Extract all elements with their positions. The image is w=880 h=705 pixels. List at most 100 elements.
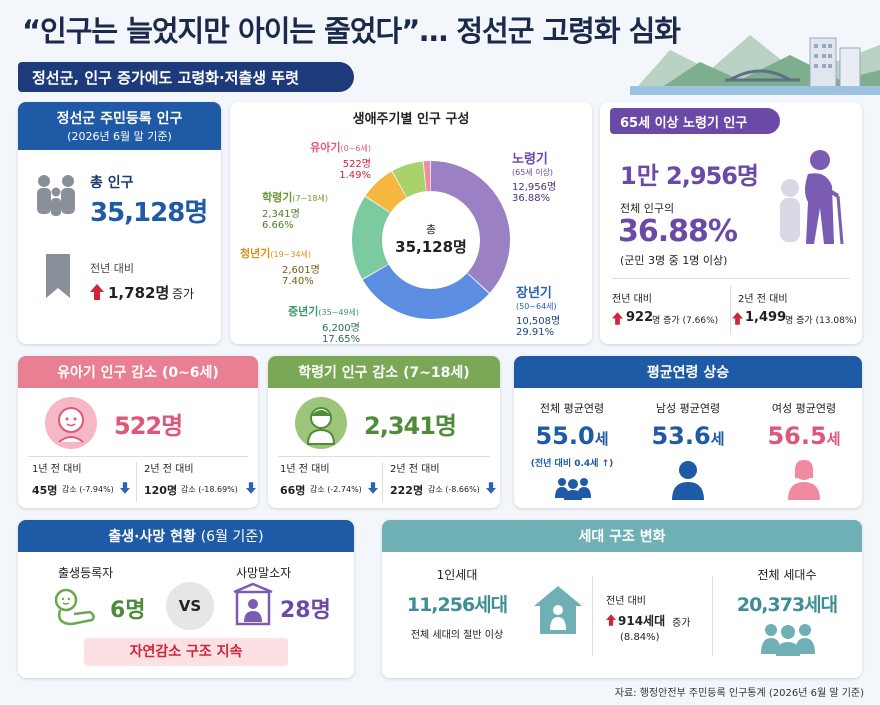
household-yoy-label: 전년 대비 <box>606 596 646 607</box>
elderly-card: 65세 이상 노령기 인구 1만 2,956명 전체 인구의 36.88% (군… <box>600 102 862 344</box>
male-age-label: 남성 평균연령 <box>655 402 721 415</box>
segment-label-mature: 장년기 (50~64세) 10,508명 29.91% <box>516 286 561 338</box>
household-yoy-pct: (8.84%) <box>620 632 660 643</box>
page-title: “인구는 늘었지만 아이는 줄었다”… 정선군 고령화 심화 <box>22 14 681 48</box>
source-note: 자료: 행정안전부 주민등록 인구통계 (2026년 6월 말 기준) <box>614 688 864 699</box>
donut-segment-2 <box>352 161 510 319</box>
child-icon <box>294 396 348 450</box>
elderly-count-1: 1만 <box>620 162 659 190</box>
elderly-two-year-label: 2년 전 대비 <box>738 294 788 305</box>
household-card: 세대 구조 변화 1인세대 11,256세대 전체 세대의 절반 이상 전년 대… <box>382 520 862 678</box>
population-title: 정선군 주민등록 인구 <box>56 111 183 127</box>
elderly-yoy-value: 922 <box>626 310 654 325</box>
household-yoy-value: 914세대 <box>618 614 666 628</box>
school-card: 학령기 인구 감소 (7~18세) 2,341명 1년 전 대비 66명 감소 … <box>268 356 500 508</box>
arrow-up-icon <box>606 614 616 626</box>
infant-c2-value: 120명 <box>144 484 178 497</box>
school-c1-label: 1년 전 대비 <box>280 464 330 475</box>
school-c2-label: 2년 전 대비 <box>390 464 440 475</box>
female-age-value: 56.5세 <box>767 422 841 450</box>
birth-death-header: 출생·사망 현황 (6월 기준) <box>18 520 354 552</box>
school-c1-value: 66명 <box>280 484 306 497</box>
death-value: 28명 <box>280 598 331 623</box>
arrow-down-icon <box>486 482 496 494</box>
vs-badge: VS <box>166 582 214 630</box>
overall-age-label: 전체 평균연령 <box>539 402 605 415</box>
group-icon <box>554 474 592 500</box>
segment-label-youth: 청년기(19~34세) 2,601명 7.40% <box>240 247 320 287</box>
female-icon <box>786 460 822 500</box>
elderly-share-note: (군민 3명 중 1명 이상) <box>620 254 728 267</box>
page-subtitle: 정선군, 인구 증가에도 고령화·저출생 뚜렷 <box>18 62 354 92</box>
elderly-yoy-suffix: 명 증가 (7.66%) <box>652 316 719 326</box>
arrow-up-icon <box>612 312 623 325</box>
infant-value: 522명 <box>114 412 183 440</box>
total-household-label: 전체 세대수 <box>757 568 817 582</box>
infant-c2-label: 2년 전 대비 <box>144 464 194 475</box>
elderly-person-icon <box>768 146 852 246</box>
baby-icon <box>44 396 98 450</box>
household-yoy-suffix: 증가 <box>672 618 691 629</box>
family-group-icon <box>760 620 816 656</box>
arrow-down-icon <box>368 482 378 494</box>
single-household-label: 1인세대 <box>436 568 478 582</box>
birth-value: 6명 <box>110 598 146 623</box>
segment-label-elderly: 노령기 (65세 이상) 12,956명 36.88% <box>512 152 557 204</box>
natural-decrease-banner: 자연감소 구조 지속 <box>84 638 288 666</box>
age-card-header: 평균연령 상승 <box>514 356 862 388</box>
birth-death-card: 출생·사망 현황 (6월 기준) 출생등록자 6명 VS 사망말소자 28명 자… <box>18 520 354 678</box>
population-card: 정선군 주민등록 인구 (2026년 6월 말 기준) 총 인구 35,128명… <box>18 102 221 344</box>
segment-label-school: 학령기(7~18세) 2,341명 6.66% <box>262 191 328 231</box>
population-card-header: 정선군 주민등록 인구 <box>18 102 221 150</box>
school-c2-suffix: 감소 (-8.66%) <box>428 485 480 494</box>
infant-c2-suffix: 감소 (-18.69%) <box>181 485 238 494</box>
total-household-value: 20,373세대 <box>736 594 838 616</box>
male-age-value: 53.6세 <box>651 422 725 450</box>
male-icon <box>670 460 706 500</box>
infant-c1-label: 1년 전 대비 <box>32 464 82 475</box>
segment-label-middle: 중년기(35~49세) 6,200명 17.65% <box>288 305 361 345</box>
elderly-two-year-value: 1,499 <box>745 310 787 325</box>
newborn-icon <box>52 586 98 626</box>
arrow-up-icon <box>732 312 743 325</box>
school-card-header: 학령기 인구 감소 (7~18세) <box>268 356 500 388</box>
donut-segment-1 <box>352 161 510 319</box>
single-household-value: 11,256세대 <box>406 594 508 616</box>
donut-center-value: 35,128명 <box>395 238 467 256</box>
elderly-two-year-suffix: 명 증가 (13.08%) <box>785 316 857 326</box>
single-household-note: 전체 세대의 절반 이상 <box>410 630 504 641</box>
elderly-share-label: 전체 인구의 <box>620 202 675 215</box>
infant-c1-value: 45명 <box>32 484 58 497</box>
population-yoy-value: 1,782명 <box>108 284 170 302</box>
lifecycle-donut-chart <box>352 161 510 319</box>
population-yoy-suffix: 증가 <box>172 287 195 301</box>
school-c1-suffix: 감소 (-2.74%) <box>310 485 362 494</box>
population-basis: (2026년 6월 말 기준) <box>67 130 172 143</box>
arrow-down-icon <box>246 482 256 494</box>
elderly-title: 65세 이상 노령기 인구 <box>610 108 780 134</box>
total-value: 35,128명 <box>90 198 208 228</box>
elderly-count-2: 2,956명 <box>666 162 759 190</box>
segment-label-infant: 유아기(0~6세) 522명 1.49% <box>310 141 371 181</box>
school-c2-value: 222명 <box>390 484 424 497</box>
infant-card-header: 유아기 인구 감소 (0~6세) <box>18 356 258 388</box>
elderly-yoy-label: 전년 대비 <box>612 294 652 305</box>
infant-card: 유아기 인구 감소 (0~6세) 522명 1년 전 대비 45명 감소 (-7… <box>18 356 258 508</box>
overall-age-value: 55.0세 <box>535 422 609 450</box>
memorial-frame-icon <box>232 582 274 628</box>
death-label: 사망말소자 <box>236 566 292 580</box>
arrow-down-icon <box>120 482 130 494</box>
arrow-up-icon <box>90 284 104 300</box>
total-label: 총 인구 <box>90 175 134 191</box>
scenery-illustration <box>630 0 880 95</box>
lifecycle-card: 생애주기별 인구 구성 총 35,128명 유아기(0~6세) 522명 1.4… <box>230 102 592 345</box>
household-card-header: 세대 구조 변화 <box>382 520 862 552</box>
donut-center-label: 총 <box>425 223 437 236</box>
overall-age-note: (전년 대비 0.4세 ↑) <box>530 459 614 469</box>
school-value: 2,341명 <box>364 412 457 440</box>
population-yoy-label: 전년 대비 <box>90 262 134 275</box>
female-age-label: 여성 평균연령 <box>771 402 837 415</box>
elderly-share-value: 36.88% <box>618 214 738 249</box>
age-card: 평균연령 상승 전체 평균연령 55.0세 (전년 대비 0.4세 ↑) 남성 … <box>514 356 862 508</box>
lifecycle-title: 생애주기별 인구 구성 <box>352 112 470 127</box>
